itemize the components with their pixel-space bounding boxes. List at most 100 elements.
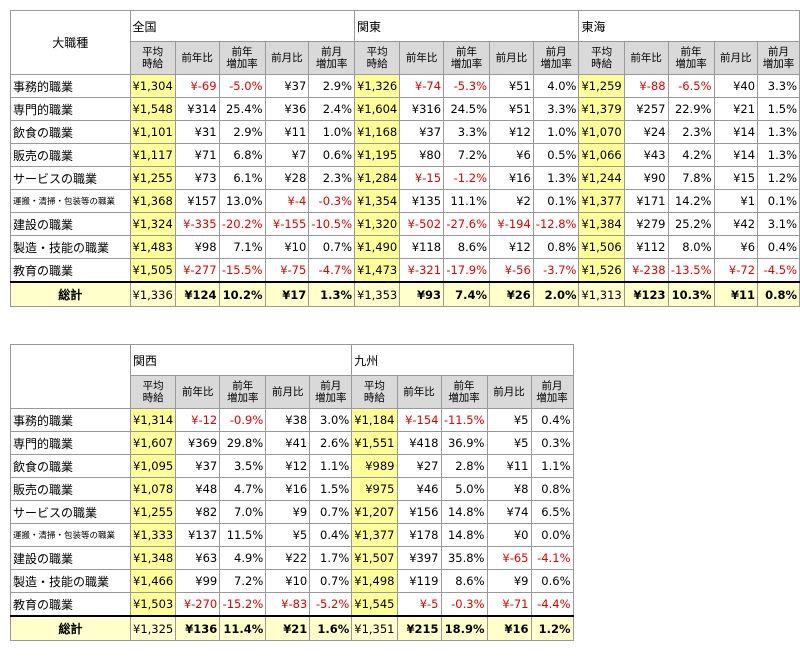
value-cell: ¥26 bbox=[489, 281, 534, 307]
value-cell: ¥17 bbox=[264, 281, 310, 307]
column-header: 平均 時給 bbox=[351, 375, 398, 409]
value-cell: 1.3% bbox=[308, 281, 355, 307]
value-cell: ¥11 bbox=[713, 281, 759, 307]
value-cell: ¥1,503 bbox=[129, 592, 177, 617]
value-cell: 4.7% bbox=[219, 477, 267, 501]
column-header: 前年比 bbox=[623, 41, 669, 75]
value-cell: 0.4% bbox=[309, 523, 353, 547]
region-row: 大職種 全国 関東 東海 bbox=[10, 10, 800, 75]
value-cell: ¥82 bbox=[175, 500, 221, 524]
region-row: 関西 九州 bbox=[10, 344, 574, 409]
value-cell: ¥37 bbox=[175, 454, 221, 478]
value-cell: ¥1,368 bbox=[129, 189, 176, 213]
value-cell: ¥-154 bbox=[396, 408, 442, 432]
value-cell: 2.0% bbox=[532, 281, 580, 307]
data-row: 運搬・清掃・包装等の職業 ¥1,333 ¥137 11.5% ¥5 0.4% ¥1,377 ¥… bbox=[10, 523, 574, 547]
region-header: 関東 bbox=[353, 10, 580, 42]
value-cell: 2.9% bbox=[218, 120, 266, 144]
row-label: 建設の職業 bbox=[10, 212, 131, 236]
data-row: 製造・技能の職業 ¥1,466 ¥99 7.2% ¥10 0.7% ¥1,498 ¥119 8.… bbox=[10, 569, 574, 593]
corner-cell: 大職種 bbox=[10, 10, 131, 75]
column-header: 前月比 bbox=[264, 41, 310, 75]
value-cell: ¥137 bbox=[175, 523, 221, 547]
value-cell: 0.6% bbox=[530, 569, 574, 593]
column-header: 前年比 bbox=[396, 375, 442, 409]
value-cell: ¥90 bbox=[623, 166, 669, 190]
column-header: 平均 時給 bbox=[353, 41, 401, 75]
value-cell: 13.0% bbox=[218, 189, 266, 213]
value-cell: ¥-74 bbox=[399, 74, 445, 98]
value-cell: ¥80 bbox=[399, 143, 445, 167]
value-cell: 0.1% bbox=[757, 189, 800, 213]
column-header: 前年 増加率 bbox=[667, 41, 715, 75]
value-cell: 1.5% bbox=[309, 477, 353, 501]
column-header: 前月比 bbox=[265, 375, 311, 409]
value-cell: ¥11 bbox=[264, 120, 310, 144]
value-cell: 24.5% bbox=[443, 97, 491, 121]
column-header: 前年比 bbox=[399, 41, 445, 75]
value-cell: ¥1,351 bbox=[351, 615, 398, 641]
value-cell: ¥171 bbox=[623, 189, 669, 213]
value-cell: -6.5% bbox=[667, 74, 715, 98]
value-cell: ¥1,070 bbox=[578, 120, 625, 144]
value-cell: ¥16 bbox=[265, 477, 311, 501]
value-cell: 2.8% bbox=[440, 454, 488, 478]
row-label: サービスの職業 bbox=[10, 166, 131, 190]
value-cell: 3.3% bbox=[532, 97, 580, 121]
column-row: 平均 時給 前年比 前年 増加率 前月比 前月 増加率 平均 時給 前年比 前年 増加率 前月比… bbox=[11, 375, 574, 409]
row-label: 建設の職業 bbox=[10, 546, 131, 570]
value-cell: ¥-194 bbox=[489, 212, 534, 236]
value-cell: ¥1,284 bbox=[353, 166, 401, 190]
value-cell: ¥22 bbox=[265, 546, 311, 570]
value-cell: ¥1,473 bbox=[353, 258, 401, 283]
value-cell: 8.6% bbox=[443, 235, 491, 259]
value-cell: 8.0% bbox=[667, 235, 715, 259]
value-cell: ¥21 bbox=[713, 97, 759, 121]
value-cell: 0.3% bbox=[530, 431, 574, 455]
value-cell: ¥1,078 bbox=[129, 477, 177, 501]
value-cell: ¥1,490 bbox=[353, 235, 401, 259]
value-cell: ¥1,255 bbox=[129, 500, 177, 524]
value-cell: ¥1,377 bbox=[578, 189, 625, 213]
value-cell: 2.3% bbox=[308, 166, 355, 190]
value-cell: ¥1,551 bbox=[351, 431, 398, 455]
value-cell: ¥316 bbox=[399, 97, 445, 121]
row-label: 製造・技能の職業 bbox=[10, 569, 131, 593]
value-cell: ¥314 bbox=[174, 97, 220, 121]
row-label: 専門的職業 bbox=[10, 97, 131, 121]
value-cell: -20.2% bbox=[218, 212, 266, 236]
data-row: 建設の職業 ¥1,324 ¥-335 -20.2% ¥-155 -10.5% ¥1,320 ¥… bbox=[10, 212, 800, 236]
value-cell: ¥74 bbox=[486, 500, 532, 524]
value-cell: ¥11 bbox=[486, 454, 532, 478]
value-cell: ¥1,320 bbox=[353, 212, 401, 236]
data-row: 飲食の職業 ¥1,101 ¥31 2.9% ¥11 1.0% ¥1,168 ¥37 3.3% ¥1… bbox=[10, 120, 800, 144]
value-cell: ¥40 bbox=[713, 74, 759, 98]
value-cell: ¥12 bbox=[265, 454, 311, 478]
value-cell: 1.2% bbox=[757, 166, 800, 190]
value-cell: ¥-88 bbox=[623, 74, 669, 98]
value-cell: 35.8% bbox=[440, 546, 488, 570]
row-label: 製造・技能の職業 bbox=[10, 235, 131, 259]
value-cell: 1.2% bbox=[530, 615, 574, 641]
value-cell: 7.0% bbox=[219, 500, 267, 524]
value-cell: -0.9% bbox=[219, 408, 267, 432]
row-label: 教育の職業 bbox=[10, 592, 131, 617]
value-cell: -4.1% bbox=[530, 546, 574, 570]
value-cell: ¥98 bbox=[174, 235, 220, 259]
value-cell: ¥12 bbox=[489, 235, 534, 259]
value-cell: ¥-4 bbox=[264, 189, 310, 213]
value-cell: ¥1,607 bbox=[129, 431, 177, 455]
value-cell: 0.0% bbox=[530, 523, 574, 547]
value-cell: ¥73 bbox=[174, 166, 220, 190]
value-cell: ¥-155 bbox=[264, 212, 310, 236]
value-cell: 3.5% bbox=[219, 454, 267, 478]
value-cell: 0.7% bbox=[309, 569, 353, 593]
value-cell: 0.4% bbox=[757, 235, 800, 259]
value-cell: ¥43 bbox=[623, 143, 669, 167]
value-cell: ¥51 bbox=[489, 97, 534, 121]
data-row: 教育の職業 ¥1,505 ¥-277 -15.5% ¥-75 -4.7% ¥1,473 ¥-3… bbox=[10, 258, 800, 283]
value-cell: 11.4% bbox=[219, 615, 267, 641]
region-header: 全国 bbox=[129, 10, 356, 42]
value-cell: ¥1,336 bbox=[129, 281, 176, 307]
value-cell: -27.6% bbox=[443, 212, 491, 236]
